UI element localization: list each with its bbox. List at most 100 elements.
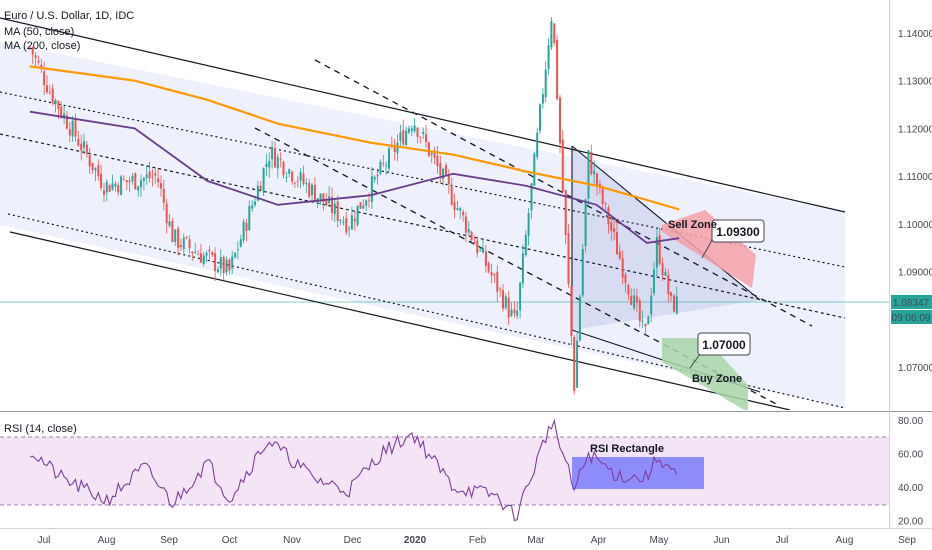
- candle-body: [581, 249, 584, 296]
- candle-body: [242, 221, 245, 241]
- candle-body: [419, 137, 422, 138]
- candle-body: [422, 131, 425, 134]
- candle-body: [276, 156, 279, 169]
- candle-body: [251, 205, 254, 209]
- price-axis-label: 1.09000: [898, 268, 932, 279]
- candle-body: [655, 237, 658, 268]
- candle-body: [134, 173, 137, 190]
- rsi-axis-label: 80.00: [898, 416, 923, 427]
- candle-body: [627, 284, 630, 295]
- candle-body: [259, 185, 262, 190]
- candle-body: [567, 233, 570, 285]
- wedge-upper-line: [571, 145, 761, 301]
- price-axis-label: 1.11000: [898, 172, 932, 183]
- candle-body: [68, 129, 71, 136]
- time-axis-label: Aug: [836, 535, 854, 546]
- rsi-legend: RSI (14, close): [4, 423, 77, 435]
- candle-body: [222, 256, 225, 273]
- candle-body: [160, 182, 162, 189]
- candle-body: [616, 232, 618, 255]
- candle-body: [191, 251, 194, 254]
- candle-body: [604, 203, 607, 204]
- price-pane[interactable]: 1.09300 1.07000 Sell Zone Buy Zone: [0, 17, 889, 412]
- price-axis-label: 1.14000: [898, 29, 932, 40]
- candle-body: [673, 295, 675, 312]
- last-price-badge: 1.08347: [891, 295, 932, 309]
- candle-body: [607, 207, 610, 225]
- candle-body: [248, 206, 251, 231]
- candle-body: [393, 144, 396, 152]
- candle-body: [333, 203, 336, 214]
- candle-body: [254, 201, 256, 206]
- candle-body: [433, 150, 436, 158]
- candle-body: [453, 202, 456, 210]
- candle-body: [658, 235, 661, 264]
- candle-body: [85, 144, 88, 155]
- rsi-pane[interactable]: RSI Rectangle: [0, 418, 889, 522]
- candle-body: [108, 185, 111, 192]
- time-axis-label: Apr: [591, 535, 607, 546]
- candle-body: [94, 168, 97, 171]
- candle-body: [670, 292, 673, 297]
- candle-body: [462, 211, 465, 216]
- candle-body: [208, 249, 211, 252]
- candle-body: [513, 309, 516, 314]
- candle-body: [43, 71, 46, 85]
- candle-body: [547, 45, 550, 70]
- candle-body: [265, 163, 268, 167]
- candle-body: [336, 201, 339, 222]
- candle-body: [664, 271, 667, 276]
- candle-body: [157, 178, 160, 183]
- candle-body: [71, 120, 74, 137]
- candle-body: [194, 252, 197, 253]
- candle-body: [268, 161, 271, 168]
- candle-body: [539, 104, 541, 131]
- candle-body: [148, 171, 151, 179]
- candle-body: [467, 229, 470, 233]
- buy-level-callout[interactable]: 1.07000: [689, 332, 751, 369]
- candle-body: [128, 180, 131, 183]
- candle-body: [601, 187, 604, 204]
- candle-body: [311, 184, 313, 196]
- candle-body: [559, 97, 561, 144]
- candle-body: [613, 228, 616, 233]
- candle-body: [482, 248, 484, 253]
- candle-body: [379, 161, 382, 174]
- sell-level-callout[interactable]: 1.09300: [701, 219, 765, 259]
- candle-body: [125, 180, 128, 183]
- candle-body: [450, 186, 453, 205]
- candle-body: [302, 173, 305, 184]
- candle-body: [638, 300, 641, 322]
- candle-body: [228, 259, 231, 271]
- time-axis-label: Nov: [283, 535, 301, 546]
- candle-body: [339, 220, 342, 221]
- candle-body: [647, 316, 650, 325]
- price-axis-label: 1.07000: [898, 363, 932, 374]
- candle-body: [140, 180, 142, 188]
- candle-body: [231, 256, 234, 269]
- candle-body: [91, 163, 94, 171]
- candle-body: [239, 239, 242, 247]
- sell-zone-label: Sell Zone: [668, 219, 717, 231]
- candle-body: [162, 188, 165, 203]
- rsi-axis-ticks: 80.00 60.00 40.00 20.00: [898, 416, 923, 528]
- time-axis[interactable]: Jul Aug Sep Oct Nov Dec 2020 Feb Mar Apr May Jun Jul…: [38, 535, 917, 546]
- candle-body: [556, 39, 559, 100]
- channel-mid-dotted-upper: [0, 91, 846, 268]
- candle-body: [214, 253, 217, 271]
- candle-body: [236, 249, 239, 251]
- candle-body: [34, 55, 37, 58]
- candle-body: [282, 161, 285, 176]
- candle-body: [305, 183, 308, 185]
- bar-countdown: 09:06:09: [892, 313, 931, 324]
- candle-body: [396, 142, 399, 154]
- candle-body: [624, 274, 627, 283]
- time-axis-label: Oct: [222, 535, 238, 546]
- time-axis-label: May: [650, 535, 669, 546]
- candle-body: [447, 176, 450, 185]
- candle-body: [399, 132, 402, 141]
- candle-body: [174, 229, 177, 242]
- candle-body: [675, 296, 678, 314]
- candle-body: [353, 218, 356, 222]
